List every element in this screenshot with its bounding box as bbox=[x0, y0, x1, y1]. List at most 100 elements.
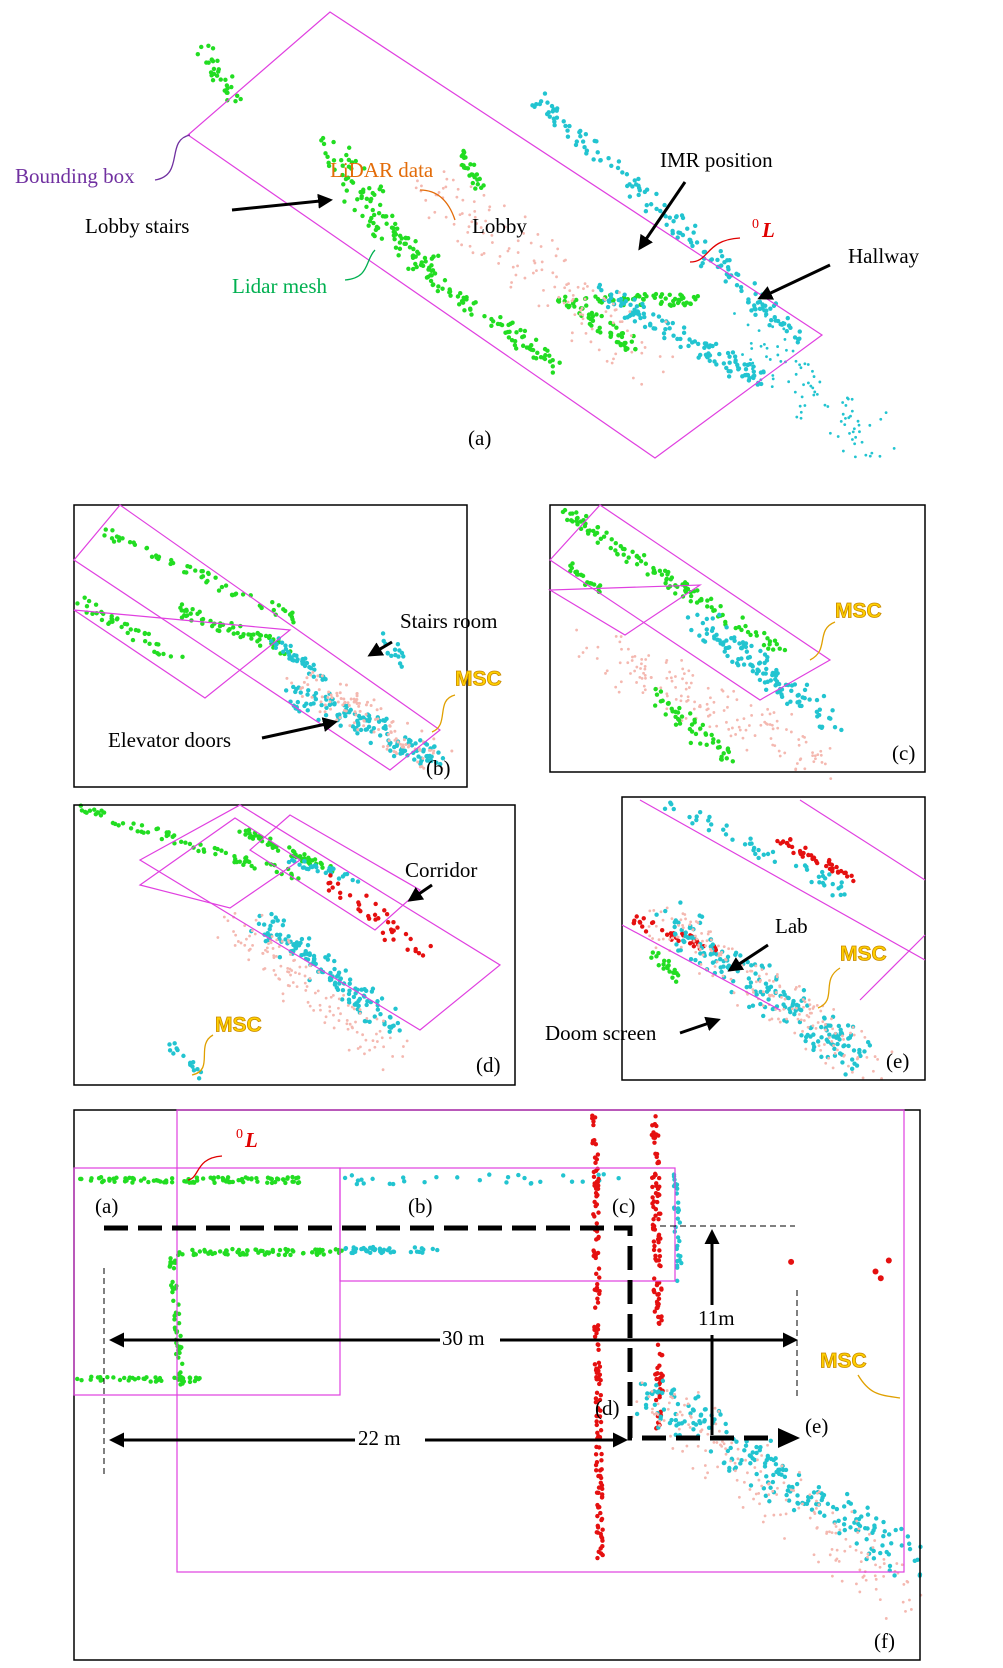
lidar-point bbox=[621, 331, 625, 335]
lidar-point bbox=[347, 988, 351, 992]
lidar-point bbox=[831, 1575, 834, 1578]
lidar-point bbox=[816, 1492, 819, 1495]
lidar-point bbox=[671, 303, 675, 307]
lidar-point bbox=[671, 219, 675, 223]
lidar-point bbox=[190, 1248, 194, 1252]
lidar-point bbox=[396, 1021, 400, 1025]
label: Lobby bbox=[472, 214, 527, 238]
lidar-point bbox=[566, 304, 570, 308]
lidar-point bbox=[704, 1464, 707, 1467]
lidar-point bbox=[635, 309, 639, 313]
lidar-point bbox=[110, 528, 114, 532]
lidar-point bbox=[677, 1208, 681, 1212]
lidar-point bbox=[828, 716, 832, 720]
lidar-point bbox=[819, 1010, 822, 1013]
lidar-point bbox=[343, 1176, 347, 1180]
lidar-point bbox=[584, 298, 587, 301]
lidar-point bbox=[780, 996, 783, 999]
lidar-point bbox=[180, 655, 184, 659]
lidar-point bbox=[367, 725, 371, 729]
lidar-point bbox=[753, 281, 757, 285]
lidar-point bbox=[637, 294, 641, 298]
lidar-point bbox=[859, 1514, 863, 1518]
lidar-point bbox=[415, 250, 419, 254]
lidar-point bbox=[715, 258, 719, 262]
lidar-point bbox=[845, 874, 849, 878]
lidar-point bbox=[655, 1155, 659, 1159]
lidar-point bbox=[597, 1266, 601, 1270]
lidar-point bbox=[695, 938, 698, 941]
lidar-point bbox=[388, 1029, 392, 1033]
label: Doom screen bbox=[545, 1021, 657, 1045]
lidar-point bbox=[659, 1318, 663, 1322]
lidar-point bbox=[388, 1250, 392, 1254]
lidar-point bbox=[660, 573, 664, 577]
lidar-point bbox=[746, 1471, 749, 1474]
lidar-point bbox=[768, 1486, 772, 1490]
lidar-point bbox=[798, 985, 801, 988]
lidar-point bbox=[328, 873, 332, 877]
lidar-point bbox=[630, 334, 633, 337]
lidar-point bbox=[807, 363, 810, 366]
lidar-point bbox=[351, 1245, 355, 1249]
lidar-point bbox=[383, 719, 387, 723]
lidar-point bbox=[225, 1252, 229, 1256]
lidar-point bbox=[742, 1448, 746, 1452]
lidar-point bbox=[335, 985, 339, 989]
lidar-point bbox=[232, 854, 236, 858]
lidar-point bbox=[184, 570, 188, 574]
lidar-point bbox=[723, 649, 727, 653]
lidar-point bbox=[285, 677, 288, 680]
lidar-point bbox=[666, 701, 670, 705]
lidar-point bbox=[301, 686, 304, 689]
lidar-point bbox=[196, 849, 200, 853]
lidar-point bbox=[592, 1170, 596, 1174]
lidar-point bbox=[604, 530, 608, 534]
lidar-point bbox=[751, 1003, 755, 1007]
lidar-point bbox=[79, 1378, 83, 1382]
lidar-point bbox=[599, 1467, 603, 1471]
lidar-point bbox=[356, 723, 360, 727]
lidar-point bbox=[844, 417, 847, 420]
lidar-point bbox=[776, 1487, 779, 1490]
lidar-point bbox=[389, 730, 392, 733]
lidar-point bbox=[617, 159, 621, 163]
lidar-point bbox=[87, 599, 91, 603]
lidar-point bbox=[393, 730, 396, 733]
lidar-point bbox=[807, 697, 811, 701]
lidar-point bbox=[347, 1028, 350, 1031]
lidar-point bbox=[684, 930, 688, 934]
lidar-point bbox=[282, 1000, 285, 1003]
lidar-point bbox=[817, 1021, 820, 1024]
lidar-point bbox=[906, 1580, 909, 1583]
lidar-point bbox=[367, 916, 371, 920]
lidar-point bbox=[201, 1176, 205, 1180]
lidar-point bbox=[879, 1566, 882, 1569]
lidar-point bbox=[633, 347, 637, 351]
lidar-point bbox=[796, 337, 800, 341]
lidar-point bbox=[398, 240, 402, 244]
lidar-point bbox=[209, 70, 213, 74]
lidar-point bbox=[677, 1239, 681, 1243]
lidar-point bbox=[594, 139, 598, 143]
lidar-point bbox=[685, 717, 688, 720]
lidar-point bbox=[654, 913, 658, 917]
lidar-point bbox=[801, 695, 805, 699]
lidar-point bbox=[542, 289, 545, 292]
lidar-point bbox=[771, 325, 774, 328]
lidar-point bbox=[567, 301, 570, 304]
lidar-point bbox=[145, 546, 149, 550]
lidar-point bbox=[876, 1058, 879, 1061]
lidar-point bbox=[364, 989, 368, 993]
caption: (d) bbox=[476, 1053, 501, 1077]
lidar-point bbox=[790, 731, 793, 734]
lidar-point bbox=[529, 1181, 533, 1185]
lidar-point bbox=[180, 602, 184, 606]
lidar-point bbox=[316, 674, 319, 677]
lidar-point bbox=[271, 1250, 275, 1254]
lidar-point bbox=[667, 959, 671, 963]
lidar-point bbox=[676, 936, 679, 939]
lidar-point bbox=[809, 1003, 812, 1006]
lidar-point bbox=[551, 239, 554, 242]
lidar-point bbox=[691, 674, 694, 677]
